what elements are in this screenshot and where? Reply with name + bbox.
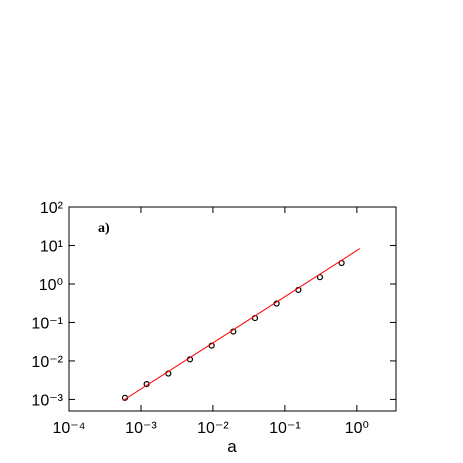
- y-tick-label: 10⁰: [39, 277, 63, 294]
- panel-label: a): [98, 221, 110, 236]
- x-tick-label: 10⁰: [345, 420, 369, 437]
- plot-frame: [68, 206, 397, 412]
- x-tick-label: 10⁻⁴: [52, 420, 85, 437]
- y-tick-label: 10²: [40, 200, 64, 217]
- x-tick-label: 10⁻²: [197, 420, 229, 437]
- y-tick-label: 10⁻¹: [31, 315, 63, 332]
- x-axis-label: a: [227, 437, 237, 456]
- y-tick-label: 10⁻²: [31, 354, 63, 371]
- y-tick-label: 10¹: [40, 238, 63, 255]
- y-tick-label: 10⁻³: [31, 392, 63, 409]
- x-tick-label: 10⁻¹: [269, 420, 301, 437]
- x-tick-label: 10⁻³: [125, 420, 157, 437]
- fit-line: [122, 248, 361, 402]
